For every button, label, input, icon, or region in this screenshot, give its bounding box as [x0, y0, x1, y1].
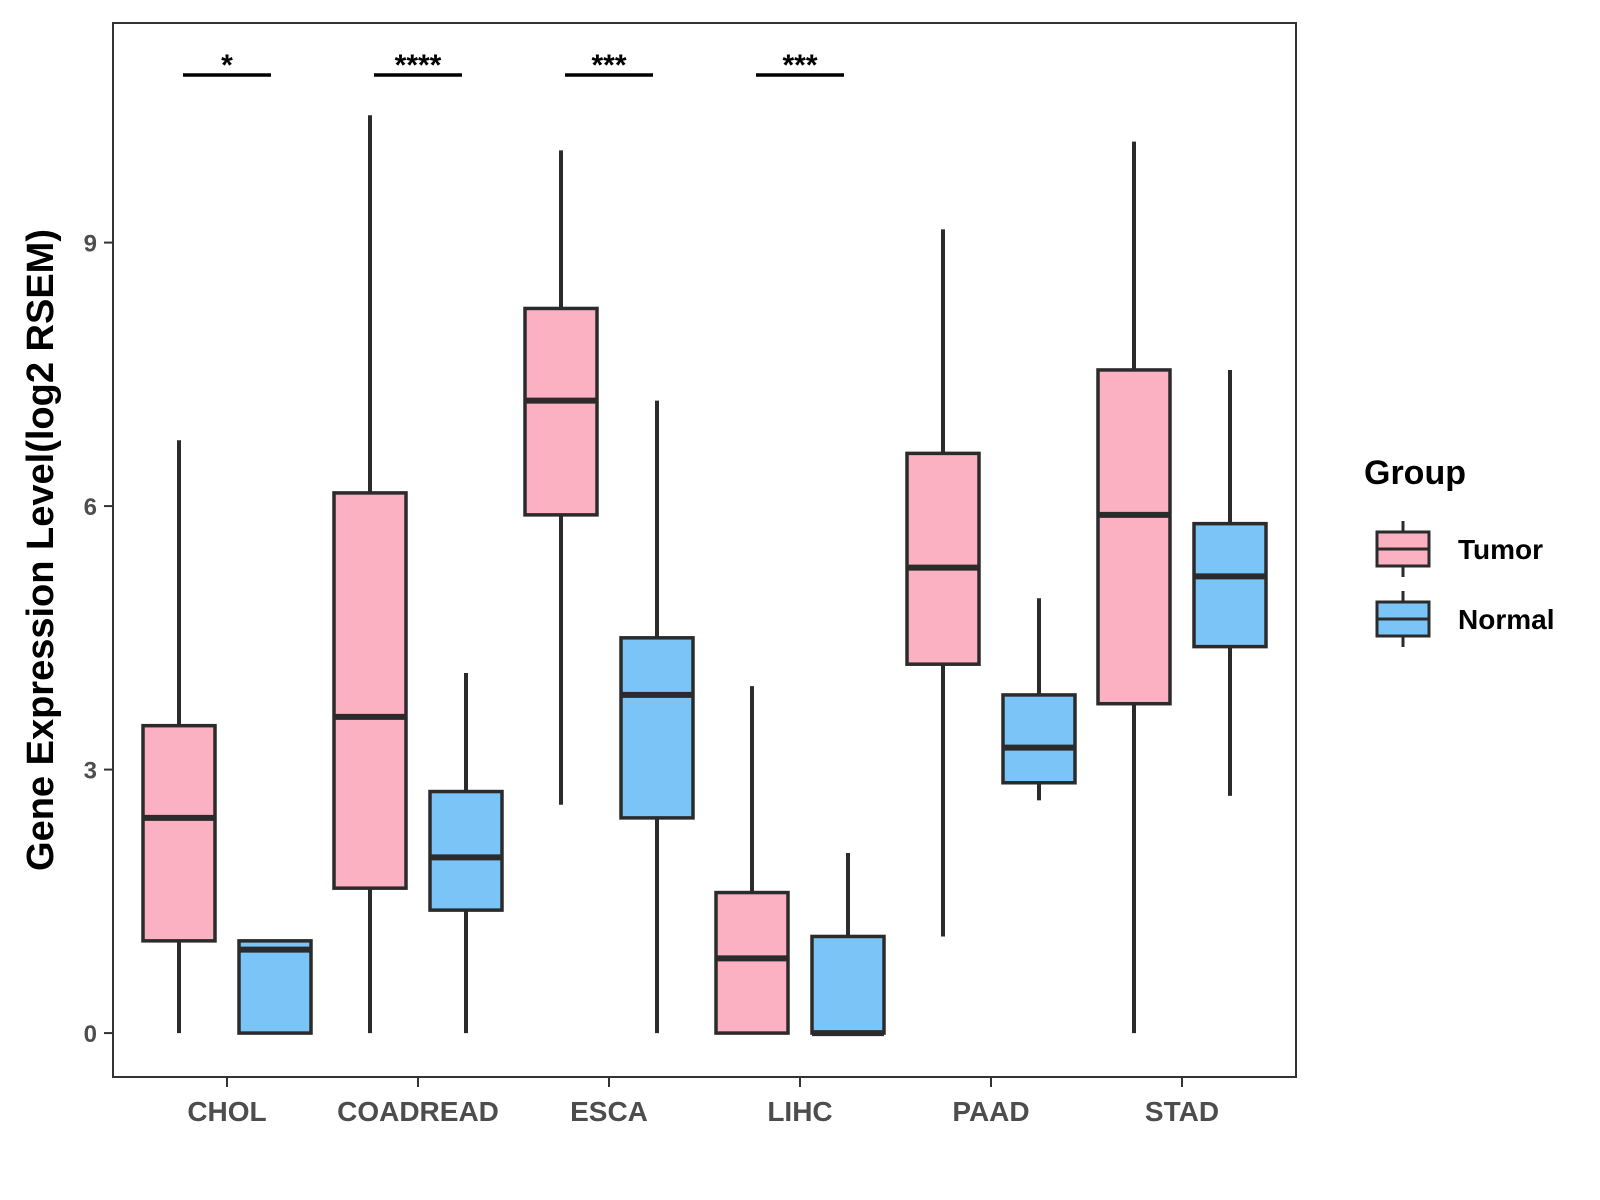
box-normal-paad — [1001, 598, 1077, 801]
box-tumor-stad — [1096, 141, 1172, 1034]
legend-label-normal: Normal — [1458, 604, 1554, 635]
box-tumor-coadread — [332, 115, 408, 1034]
iqr-box — [619, 636, 695, 820]
x-tick-label-paad: PAAD — [952, 1096, 1029, 1127]
y-tick-label: 0 — [84, 1021, 97, 1048]
significance-label: **** — [395, 49, 442, 82]
y-tick-label: 6 — [84, 494, 97, 521]
y-axis-title: Gene Expression Level(log2 RSEM) — [20, 229, 62, 871]
iqr-box — [714, 890, 790, 1035]
iqr-box — [1192, 521, 1268, 649]
legend-title: Group — [1364, 454, 1466, 492]
box-normal-esca — [619, 400, 695, 1034]
box-tumor-lihc — [714, 686, 790, 1035]
box-normal-coadread — [428, 672, 504, 1034]
significance-layer: * **** *** *** — [183, 49, 844, 82]
boxes-layer — [141, 115, 1268, 1037]
iqr-box — [523, 306, 599, 517]
box-tumor-chol — [141, 440, 217, 1034]
y-tick-label: 9 — [84, 231, 97, 258]
box-normal-stad — [1192, 369, 1268, 796]
iqr-box — [428, 789, 504, 912]
iqr-box — [905, 451, 981, 666]
y-axis: 0 3 6 9 — [84, 231, 113, 1048]
x-tick-label-chol: CHOL — [187, 1096, 266, 1127]
legend-key-normal — [1375, 591, 1431, 647]
iqr-box — [1096, 368, 1172, 706]
x-axis: CHOL COADREAD ESCA LIHC PAAD STAD — [187, 1077, 1219, 1127]
x-tick-label-stad: STAD — [1145, 1096, 1219, 1127]
x-tick-label-esca: ESCA — [570, 1096, 648, 1127]
significance-label: *** — [782, 49, 817, 82]
y-tick-label: 3 — [84, 758, 97, 785]
iqr-box — [237, 939, 313, 1035]
x-tick-label-lihc: LIHC — [767, 1096, 832, 1127]
legend: Group Tumor Normal — [1364, 454, 1554, 647]
significance-label: * — [221, 49, 233, 82]
legend-label-tumor: Tumor — [1458, 534, 1543, 565]
iqr-box — [1001, 693, 1077, 785]
iqr-box — [141, 723, 217, 943]
iqr-box — [810, 934, 886, 1035]
x-tick-label-coadread: COADREAD — [337, 1096, 499, 1127]
iqr-box — [332, 491, 408, 890]
box-tumor-paad — [905, 229, 981, 937]
box-normal-chol — [237, 939, 313, 1035]
box-tumor-esca — [523, 150, 599, 805]
box-normal-lihc — [810, 853, 886, 1037]
significance-label: *** — [591, 49, 626, 82]
legend-key-tumor — [1375, 521, 1431, 577]
